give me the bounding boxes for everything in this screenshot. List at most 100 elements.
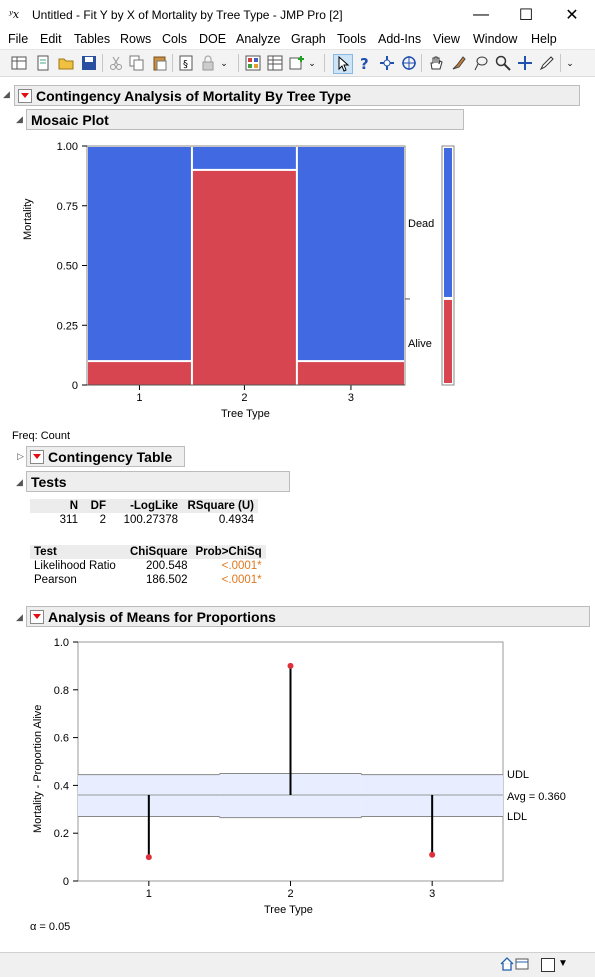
copy-icon[interactable] <box>128 54 146 72</box>
chevron-down-icon[interactable]: ▼ <box>558 958 568 969</box>
test-name: Likelihood Ratio <box>34 560 116 572</box>
test-prob: <.0001* <box>221 574 262 586</box>
help-tool-icon[interactable]: ? <box>356 54 374 72</box>
mosaic-ytick-label: 0.25 <box>57 320 78 332</box>
red-triangle-menu-icon[interactable] <box>30 609 44 624</box>
crosshair-tool-icon[interactable] <box>400 54 418 72</box>
anom-xtick-label: 1 <box>146 888 152 900</box>
data-table-icon[interactable] <box>515 957 529 971</box>
mosaic-bar-alive <box>192 170 296 385</box>
selection-tool-icon[interactable] <box>378 54 396 72</box>
anom-point <box>287 662 294 669</box>
lock-icon[interactable] <box>199 54 217 72</box>
toolbar-overflow-icon-3[interactable]: ⌄ <box>566 57 574 68</box>
jmp-app-icon: ʸx <box>9 8 20 21</box>
test-chisq: 186.502 <box>145 574 188 586</box>
mosaic-bar-alive <box>297 362 404 385</box>
crosshairs-plus-icon[interactable] <box>516 54 534 72</box>
menu-addins[interactable]: Add-Ins <box>378 32 422 46</box>
col-df: DF <box>82 499 110 513</box>
anom-ytick-label: 0 <box>63 876 69 888</box>
anom-ldl-label: LDL <box>507 811 528 823</box>
mosaic-plot-chart: 1.00 0.75 0.50 0.25 0 1 2 3 <box>57 141 455 404</box>
menu-tables[interactable]: Tables <box>74 32 111 46</box>
mosaic-xtick-label: 3 <box>348 392 354 404</box>
menu-rows[interactable]: Rows <box>120 32 152 46</box>
paste-icon[interactable] <box>151 54 169 72</box>
mosaic-ytick-label: 0 <box>72 380 78 392</box>
test-name: Pearson <box>34 574 77 586</box>
menu-analyze[interactable]: Analyze <box>236 32 281 46</box>
data-grid-icon[interactable] <box>244 54 262 72</box>
anom-avg-label: Avg = 0.360 <box>507 791 566 803</box>
toolbar-overflow-icon[interactable]: ⌄ <box>220 57 228 68</box>
anom-ylabel: Mortality - Proportion Alive <box>32 704 44 833</box>
menu-cols[interactable]: Cols <box>162 32 188 46</box>
menu-view[interactable]: View <box>433 32 460 46</box>
journal-icon[interactable]: § <box>177 54 195 72</box>
col-n: N <box>30 499 82 513</box>
svg-text:§: § <box>183 59 188 70</box>
mosaic-plot-header: Mosaic Plot <box>26 109 464 130</box>
disclosure-open-icon[interactable]: ◢ <box>16 114 23 124</box>
red-triangle-menu-icon[interactable] <box>18 88 32 103</box>
grabber-hand-icon[interactable] <box>427 54 445 72</box>
mosaic-legend-dead: Dead <box>408 218 435 230</box>
alpha-label: α = 0.05 <box>30 921 71 933</box>
brush-tool-icon[interactable] <box>450 54 468 72</box>
table-row: Likelihood Ratio 200.548 <.0001* <box>30 559 266 573</box>
annotate-pen-icon[interactable] <box>538 54 556 72</box>
anom-ytick-label: 1.0 <box>54 637 69 649</box>
magnifier-icon[interactable] <box>494 54 512 72</box>
disclosure-open-icon[interactable]: ◢ <box>3 89 10 99</box>
menu-help[interactable]: Help <box>531 32 557 46</box>
menu-tools[interactable]: Tools <box>337 32 367 46</box>
arrow-tool-icon[interactable] <box>333 54 353 74</box>
contingency-table-title: Contingency Table <box>48 448 173 465</box>
new-script-icon[interactable] <box>34 54 52 72</box>
cut-icon[interactable] <box>107 54 125 72</box>
anom-xtick-label: 2 <box>287 888 293 900</box>
contingency-table-header[interactable]: Contingency Table <box>26 446 185 467</box>
mosaic-ytick-label: 0.75 <box>57 201 78 213</box>
mosaic-xlabel: Tree Type <box>221 408 270 420</box>
svg-text:?: ? <box>360 55 369 71</box>
menu-file[interactable]: File <box>8 32 29 46</box>
menu-bar: File Edit Tables Rows Cols DOE Analyze G… <box>0 30 595 49</box>
menu-window[interactable]: Window <box>473 32 518 46</box>
save-icon[interactable] <box>80 54 98 72</box>
mosaic-xtick-label: 1 <box>136 392 142 404</box>
anom-xtick-label: 3 <box>429 888 435 900</box>
mosaic-bar-dead <box>297 147 404 361</box>
menu-graph[interactable]: Graph <box>291 32 326 46</box>
home-icon[interactable] <box>500 957 514 971</box>
freq-label: Freq: Count <box>12 430 71 442</box>
maximize-button[interactable]: ☐ <box>518 7 534 24</box>
tests-title: Tests <box>31 473 67 490</box>
close-button[interactable]: ✕ <box>565 7 579 24</box>
open-folder-icon[interactable] <box>57 54 75 72</box>
value-loglike: 100.27378 <box>123 514 178 526</box>
tests-chisq-table: Test ChiSquare Prob>ChiSq Likelihood Rat… <box>30 545 266 587</box>
mosaic-xtick-label: 2 <box>241 392 247 404</box>
disclosure-open-icon[interactable]: ◢ <box>16 477 23 487</box>
disclosure-closed-icon[interactable]: ▷ <box>17 451 24 461</box>
lasso-tool-icon[interactable] <box>472 54 490 72</box>
menu-edit[interactable]: Edit <box>40 32 62 46</box>
window-list-icon[interactable] <box>541 958 555 972</box>
disclosure-open-icon[interactable]: ◢ <box>16 612 23 622</box>
red-triangle-menu-icon[interactable] <box>30 449 44 464</box>
anom-point <box>145 854 152 861</box>
minimize-button[interactable]: — <box>473 6 489 23</box>
table-view-icon[interactable] <box>266 54 284 72</box>
value-df: 2 <box>99 514 106 526</box>
mosaic-bar-dead <box>88 147 191 361</box>
anom-header: Analysis of Means for Proportions <box>26 606 590 627</box>
new-data-table-icon[interactable] <box>10 54 28 72</box>
add-table-icon[interactable] <box>288 54 306 72</box>
table-row: Pearson 186.502 <.0001* <box>30 573 266 587</box>
anom-chart: 1.0 0.8 0.6 0.4 0.2 0 1 2 3 <box>54 637 504 900</box>
menu-doe[interactable]: DOE <box>199 32 227 46</box>
mosaic-legend-alive: Alive <box>408 338 432 350</box>
toolbar-overflow-icon-2[interactable]: ⌄ <box>308 57 316 68</box>
